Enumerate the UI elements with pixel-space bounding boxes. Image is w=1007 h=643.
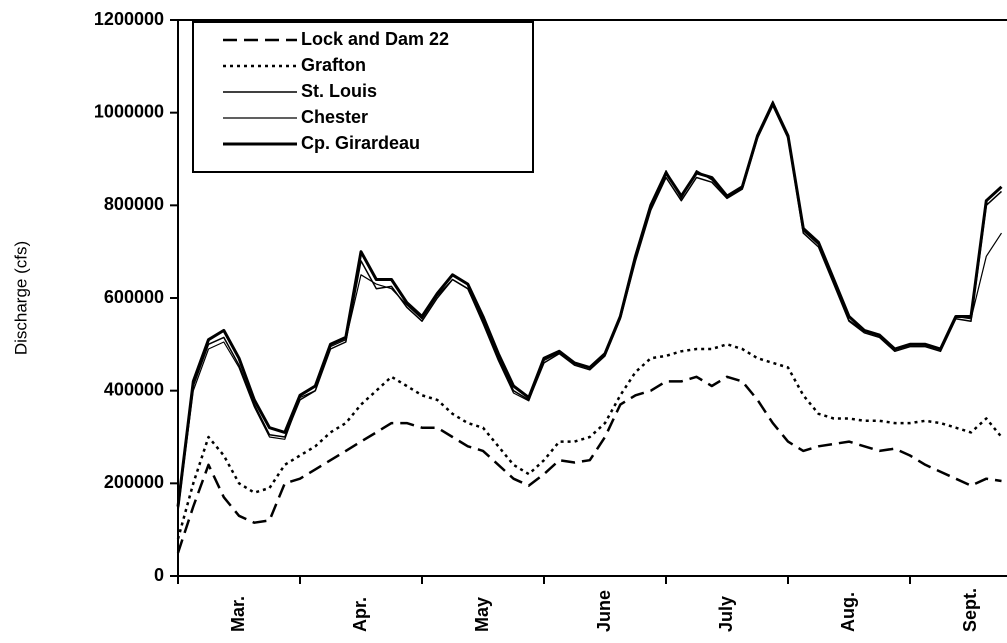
y-tick-label: 0 <box>154 565 164 585</box>
x-tick-label: June <box>594 590 614 632</box>
y-tick-label: 400000 <box>104 379 164 399</box>
legend-label: Cp. Girardeau <box>301 133 420 153</box>
y-tick-label: 600000 <box>104 287 164 307</box>
legend-label: Chester <box>301 107 368 127</box>
y-axis-label: Discharge (cfs) <box>11 241 30 355</box>
series-line <box>176 101 1003 507</box>
y-tick-label: 800000 <box>104 194 164 214</box>
x-tick-label: May <box>472 597 492 632</box>
x-tick-label: Mar. <box>228 596 248 632</box>
legend-label: Lock and Dam 22 <box>301 29 449 49</box>
series-line <box>176 375 1002 554</box>
y-tick-label: 1200000 <box>94 9 164 29</box>
y-tick-label: 1000000 <box>94 101 164 121</box>
legend-label: St. Louis <box>301 81 377 101</box>
series-line <box>176 343 1003 540</box>
legend-box <box>192 21 534 173</box>
x-tick-label: Sept. <box>960 588 980 632</box>
legend-label: Grafton <box>301 55 366 75</box>
x-tick-label: Apr. <box>350 597 370 632</box>
y-tick-label: 200000 <box>104 472 164 492</box>
x-tick-label: Aug. <box>838 592 858 632</box>
x-tick-label: July <box>716 596 736 632</box>
